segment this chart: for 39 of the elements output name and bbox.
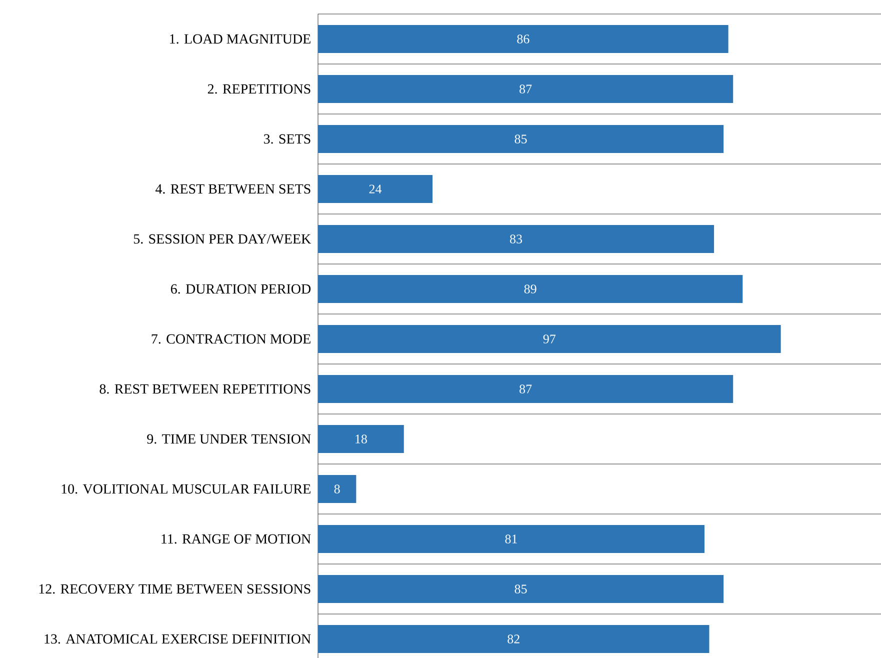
y-tick-label: 12. RECOVERY TIME BETWEEN SESSIONS xyxy=(39,584,310,594)
data-label: 8 xyxy=(334,484,340,494)
data-label: 97 xyxy=(543,334,556,344)
data-label: 24 xyxy=(369,184,382,194)
bar xyxy=(318,425,404,454)
bar xyxy=(318,75,734,103)
y-tick-label: 3. SETS xyxy=(264,134,310,144)
bar xyxy=(318,525,704,554)
bar xyxy=(318,275,743,304)
y-tick-label: 2. REPETITIONS xyxy=(208,84,310,94)
bar xyxy=(318,325,781,354)
bar xyxy=(318,575,724,604)
y-tick-label: 1. LOAD MAGNITUDE xyxy=(170,34,310,44)
y-tick-label: 13. ANATOMICAL EXERCISE DEFINITION xyxy=(44,634,311,644)
data-label: 18 xyxy=(356,434,367,444)
data-label: 82 xyxy=(508,634,520,644)
y-tick-label: 7. CONTRACTION MODE xyxy=(152,334,310,344)
y-tick-label: 4. REST BETWEEN SETS xyxy=(155,184,310,194)
data-label: 86 xyxy=(517,34,530,44)
bar xyxy=(318,125,724,153)
data-label: 81 xyxy=(505,534,517,544)
data-label: 87 xyxy=(520,384,532,394)
y-tick-label: 8. REST BETWEEN REPETITIONS xyxy=(100,384,310,394)
data-label: 85 xyxy=(514,134,527,144)
y-tick-label: 6. DURATION PERIOD xyxy=(170,284,311,294)
data-label: 89 xyxy=(524,284,536,294)
data-label: 87 xyxy=(520,84,532,94)
y-tick-label: 5. SESSION PER DAY/WEEK xyxy=(134,234,311,244)
y-tick-label: 10. VOLITIONAL MUSCULAR FAILURE xyxy=(62,484,310,494)
data-label: 83 xyxy=(510,234,522,244)
bar xyxy=(318,225,714,254)
bar xyxy=(318,175,433,204)
bar xyxy=(318,375,734,404)
bar xyxy=(318,625,710,654)
bar xyxy=(318,25,728,53)
y-tick-label: 9. TIME UNDER TENSION xyxy=(147,434,311,444)
bar xyxy=(318,475,356,504)
data-label: 85 xyxy=(514,584,527,594)
y-tick-label: 11. RANGE OF MOTION xyxy=(162,534,311,544)
